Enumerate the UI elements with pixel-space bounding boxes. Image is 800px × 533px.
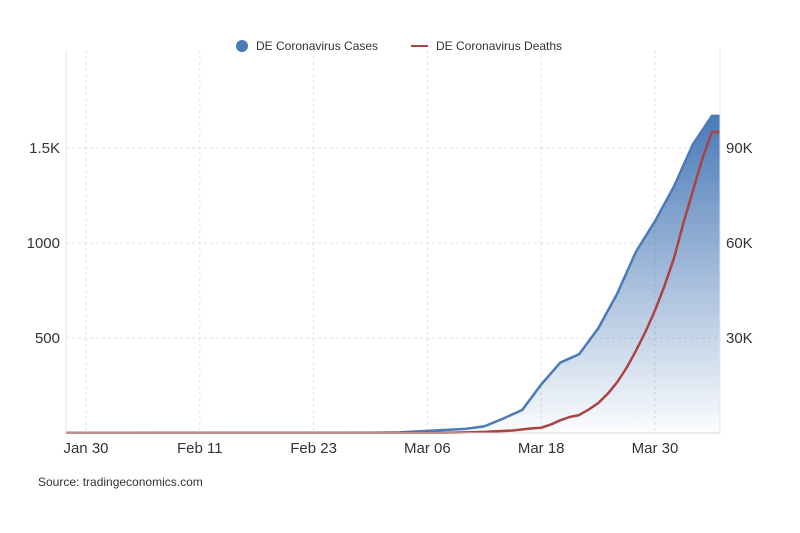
y-left-tick-label-0: 500 bbox=[35, 330, 60, 347]
source-note: Source: tradingeconomics.com bbox=[38, 475, 203, 489]
x-axis-ticks: Jan 30 Feb 11 Feb 23 Mar 06 Mar 18 Mar 30 bbox=[63, 440, 678, 457]
gridlines bbox=[66, 50, 720, 433]
legend-cases-label: DE Coronavirus Cases bbox=[256, 39, 378, 53]
x-tick-label-2: Feb 23 bbox=[290, 440, 337, 457]
x-tick-label-3: Mar 06 bbox=[404, 440, 451, 457]
cases-area bbox=[66, 115, 720, 433]
cases-area-layer bbox=[66, 114, 720, 434]
legend: DE Coronavirus Cases DE Coronavirus Deat… bbox=[236, 39, 562, 53]
deaths-line bbox=[66, 130, 720, 434]
legend-deaths-label: DE Coronavirus Deaths bbox=[436, 39, 562, 53]
x-tick-label-4: Mar 18 bbox=[518, 440, 565, 457]
deaths-line-layer bbox=[66, 130, 720, 434]
legend-cases-marker bbox=[236, 40, 248, 52]
y-left-axis-ticks: 500 1000 1.5K bbox=[27, 140, 60, 347]
y-right-tick-label-1: 60K bbox=[726, 235, 753, 252]
x-tick-label-1: Feb 11 bbox=[177, 440, 223, 457]
x-tick-label-5: Mar 30 bbox=[632, 440, 679, 457]
y-right-axis-ticks: 30K 60K 90K bbox=[726, 140, 753, 347]
y-right-tick-label-0: 30K bbox=[726, 330, 753, 347]
y-right-tick-label-2: 90K bbox=[726, 140, 753, 157]
y-left-tick-label-2: 1.5K bbox=[29, 140, 60, 157]
y-left-tick-label-1: 1000 bbox=[27, 235, 60, 252]
axes bbox=[65, 50, 721, 434]
x-tick-label-0: Jan 30 bbox=[63, 440, 108, 457]
